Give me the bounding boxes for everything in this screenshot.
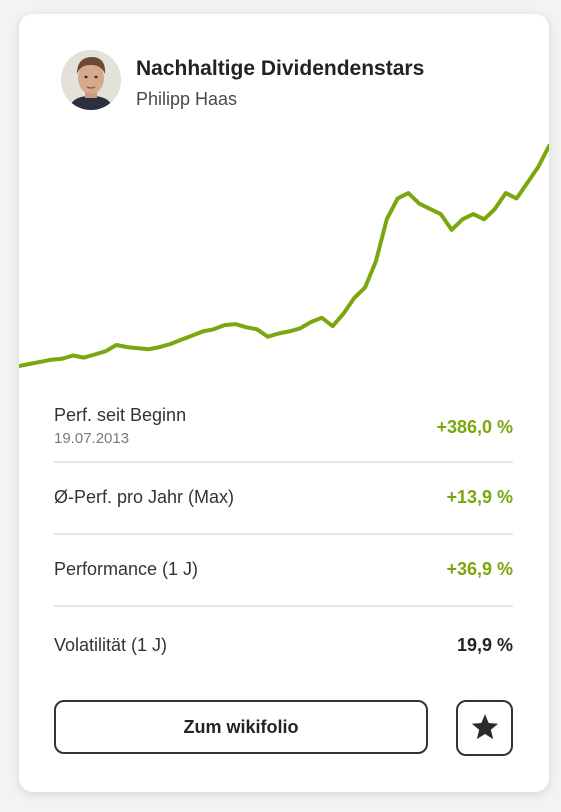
avatar [61, 50, 121, 110]
stat-row-performance-since-start: Perf. seit Beginn 19.07.2013 +386,0 % [54, 389, 513, 463]
stat-row-performance-1y: Performance (1 J) +36,9 % [54, 535, 513, 607]
wikifolio-card: Nachhaltige Dividendenstars Philipp Haas… [19, 14, 549, 792]
stat-label: Perf. seit Beginn [54, 405, 187, 425]
stat-start-date: 19.07.2013 [54, 430, 130, 447]
author-name[interactable]: Philipp Haas [136, 89, 238, 109]
wikifolio-title[interactable]: Nachhaltige Dividendenstars [136, 57, 425, 80]
stat-value: +13,9 % [446, 487, 513, 507]
favorite-button[interactable] [456, 700, 513, 756]
stat-label: Ø-Perf. pro Jahr (Max) [54, 487, 235, 507]
open-wikifolio-button[interactable]: Zum wikifolio [54, 700, 428, 754]
stat-row-avg-performance-per-year: Ø-Perf. pro Jahr (Max) +13,9 % [54, 463, 513, 535]
stat-row-volatility-1y: Volatilität (1 J) 19,9 % [54, 607, 513, 679]
stat-label: Performance (1 J) [54, 559, 199, 579]
card-header: Nachhaltige Dividendenstars Philipp Haas [61, 50, 531, 120]
stat-value: +36,9 % [446, 559, 513, 579]
performance-line [19, 144, 549, 368]
star-icon [470, 713, 500, 744]
performance-chart [19, 144, 549, 368]
stat-label: Volatilität (1 J) [54, 635, 168, 655]
stats-list: Perf. seit Beginn 19.07.2013 +386,0 % Ø-… [54, 389, 513, 679]
stat-value: +386,0 % [436, 417, 513, 437]
stat-value: 19,9 % [456, 635, 513, 655]
